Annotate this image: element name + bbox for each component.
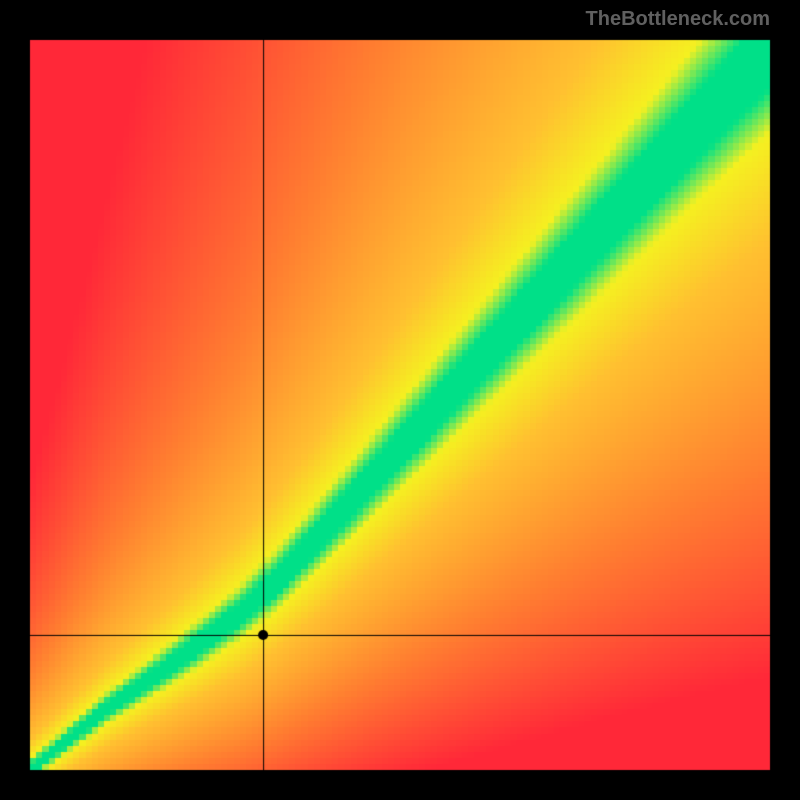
heatmap-canvas [0, 0, 800, 800]
watermark-text: TheBottleneck.com [586, 8, 770, 31]
chart-container: TheBottleneck.com [0, 0, 800, 800]
